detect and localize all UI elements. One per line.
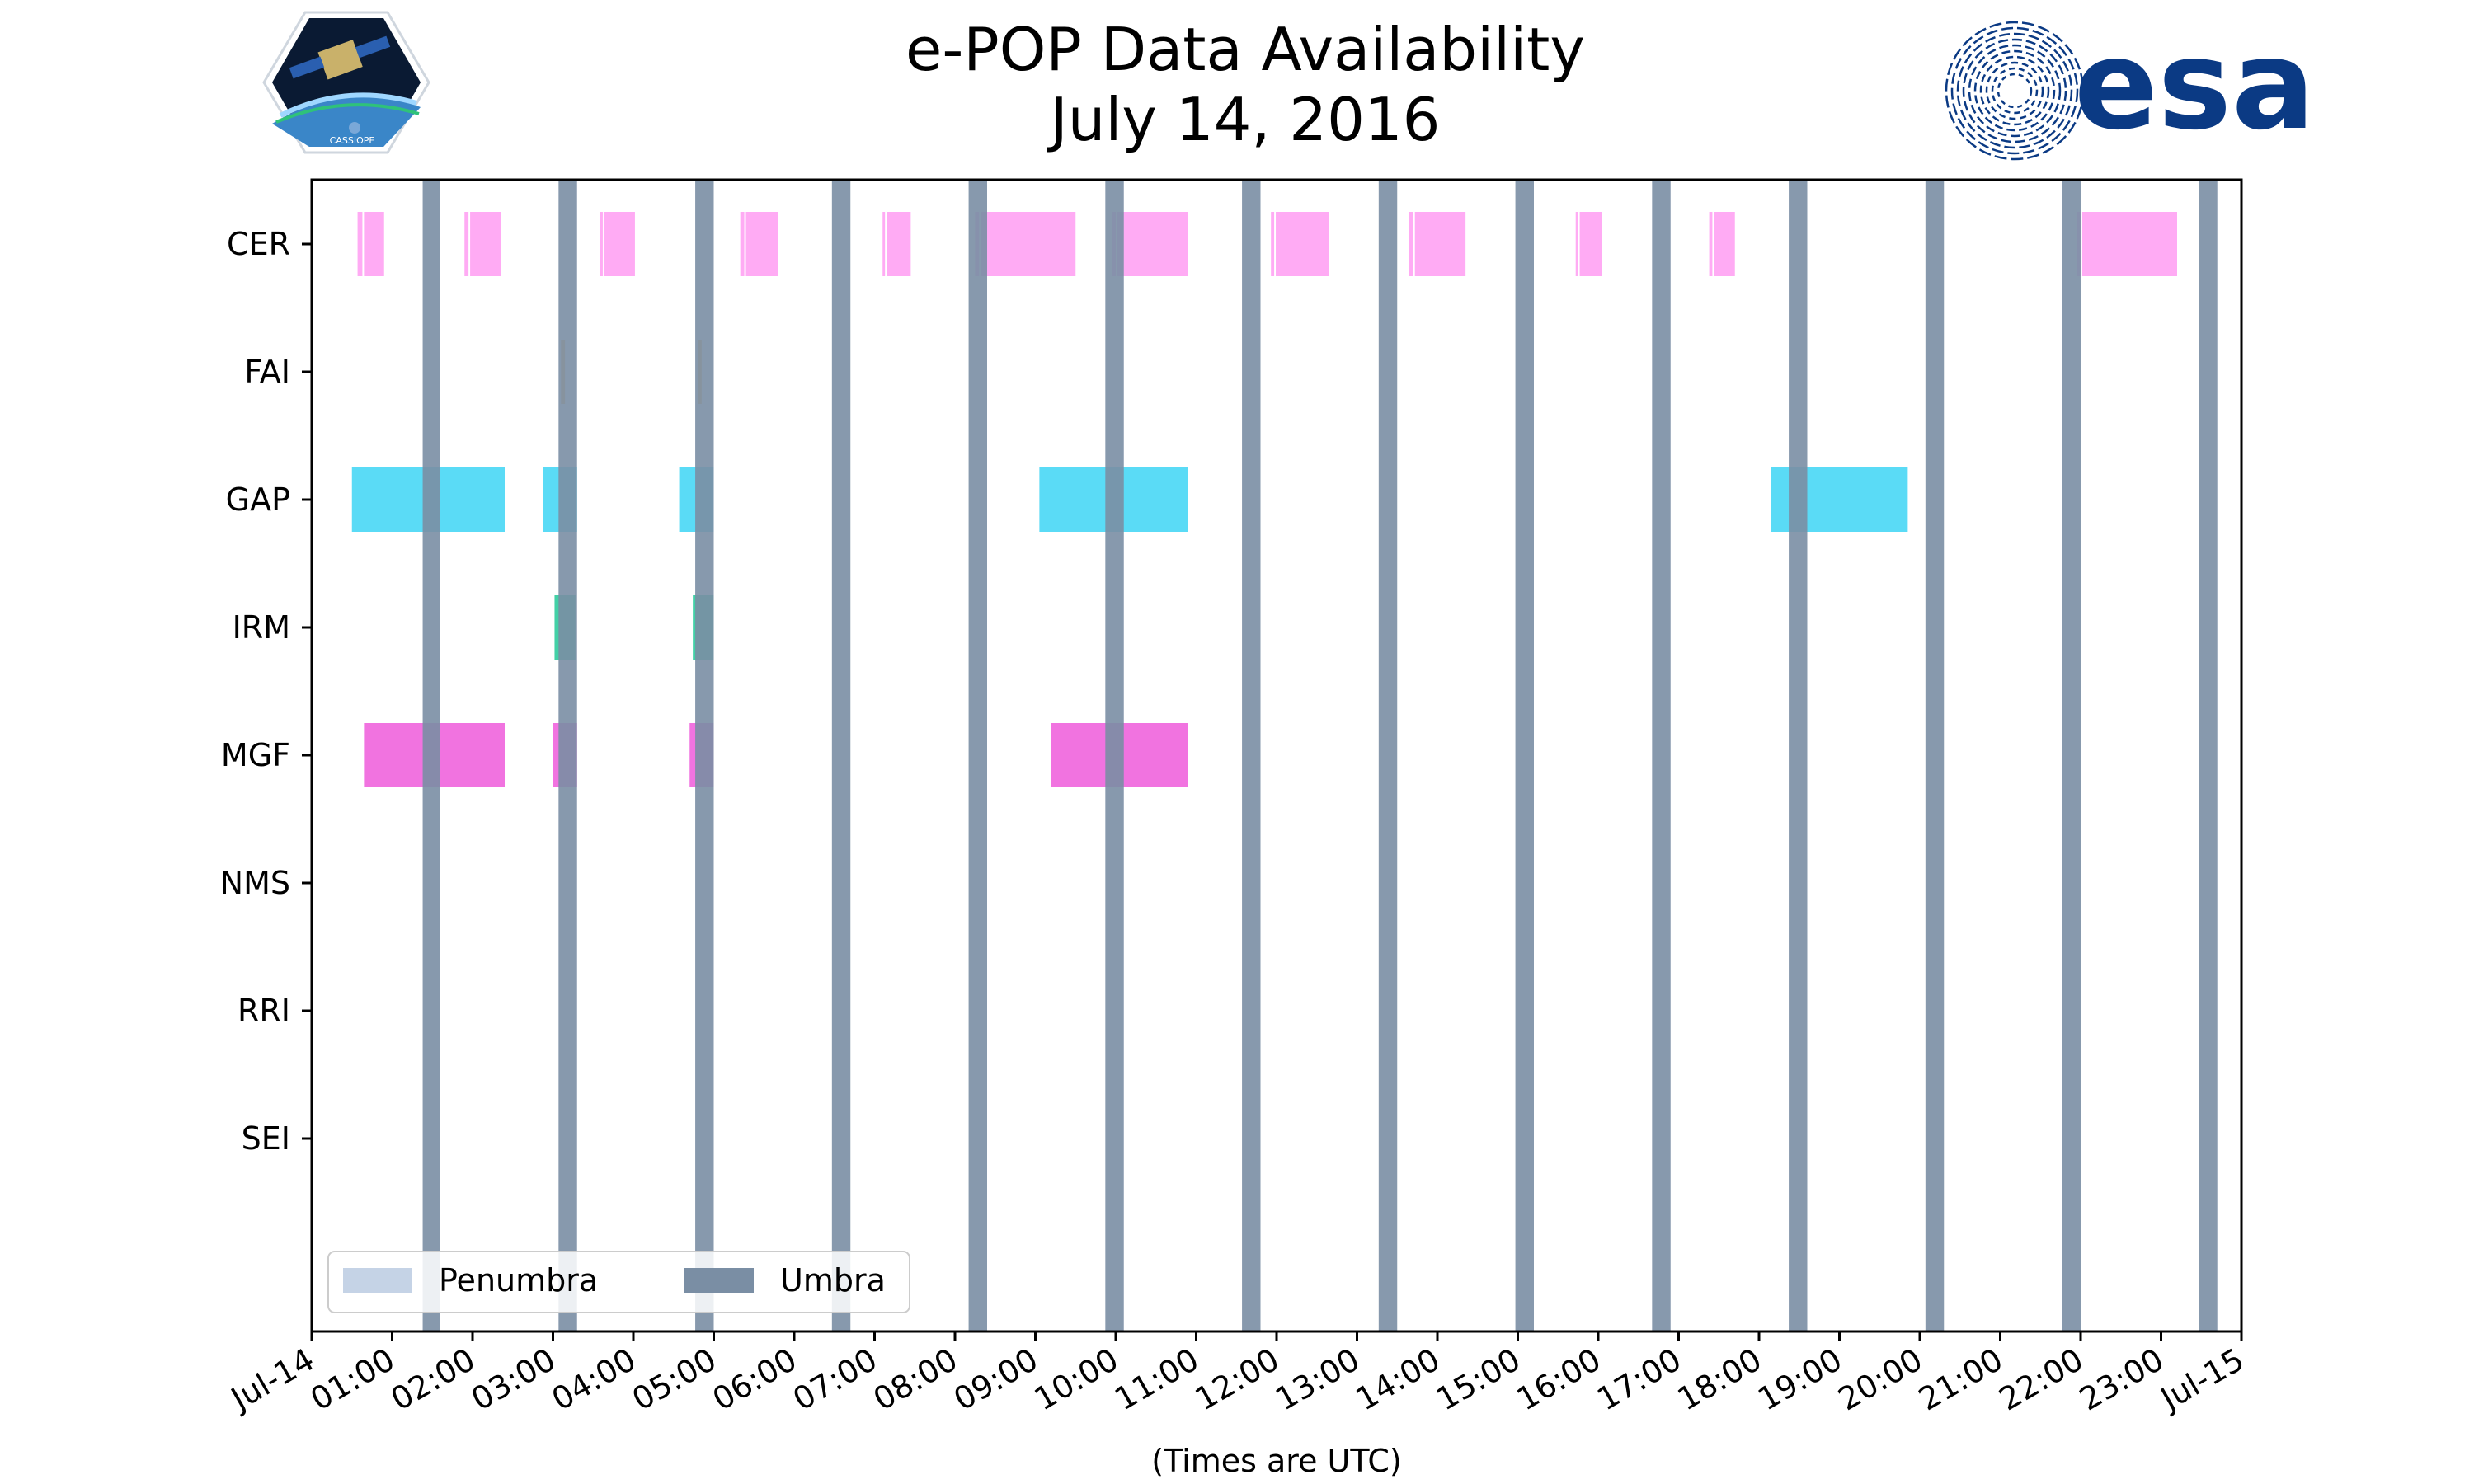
y-tick-label-cer: CER: [227, 226, 290, 262]
x-tick-label-1: 01:00: [304, 1341, 401, 1418]
umbra-band-13: [2199, 180, 2218, 1331]
x-tick-label-14: 14:00: [1350, 1341, 1446, 1418]
y-tick-label-mgf: MGF: [221, 737, 290, 773]
legend-umbra-swatch: [684, 1268, 754, 1293]
x-tick-label-13: 13:00: [1269, 1341, 1366, 1418]
umbra-band-1: [558, 180, 577, 1331]
data-bar-cer-15: [1276, 212, 1329, 276]
legend-penumbra-swatch: [343, 1268, 412, 1293]
x-tick-label-12: 12:00: [1189, 1341, 1286, 1418]
data-bar-cer-13: [1117, 212, 1188, 276]
esa-ring: [1950, 26, 2079, 155]
data-bar-cer-5: [603, 212, 635, 276]
esa-ring: [1973, 49, 2056, 132]
esa-ring: [1968, 44, 2062, 138]
legend-penumbra-label: Penumbra: [439, 1262, 598, 1298]
data-bar-cer-23: [2081, 212, 2177, 276]
x-tick-label-20: 20:00: [1832, 1341, 1929, 1418]
y-tick-label-sei: SEI: [242, 1120, 290, 1157]
umbra-band-12: [2062, 180, 2081, 1331]
y-tick-label-irm: IRM: [233, 609, 290, 646]
umbra-band-4: [968, 180, 987, 1331]
chart-subtitle: July 14, 2016: [1047, 85, 1441, 154]
umbra-band-9: [1652, 180, 1671, 1331]
x-tick-label-4: 04:00: [546, 1341, 642, 1418]
data-bar-cer-21: [1714, 212, 1735, 276]
esa-ring: [1979, 55, 2050, 126]
umbra-band-7: [1378, 180, 1398, 1331]
data-bar-cer-8: [882, 212, 886, 276]
data-bar-cer-19: [1579, 212, 1602, 276]
x-tick-label-8: 08:00: [868, 1341, 964, 1418]
data-bar-cer-1: [364, 212, 384, 276]
esa-wordmark: esa: [2074, 14, 2315, 157]
data-bar-cer-7: [745, 212, 778, 276]
data-bar-cer-0: [357, 212, 363, 276]
x-tick-label-21: 21:00: [1912, 1341, 2009, 1418]
data-bar-cer-9: [887, 212, 911, 276]
x-tick-label-10: 10:00: [1028, 1341, 1125, 1418]
data-bar-cer-17: [1414, 212, 1466, 276]
x-tick-label-19: 19:00: [1752, 1341, 1848, 1418]
x-tick-label-15: 15:00: [1430, 1341, 1526, 1418]
chart-title: e-POP Data Availability: [905, 15, 1585, 84]
data-bar-cer-3: [470, 212, 501, 276]
data-bar-cer-14: [1271, 212, 1275, 276]
data-bar-cer-18: [1575, 212, 1578, 276]
esa-ring: [1956, 32, 2073, 149]
x-tick-label-7: 07:00: [787, 1341, 883, 1418]
esa-ring: [1997, 73, 2033, 109]
data-bar-cer-4: [600, 212, 603, 276]
x-tick-label-23: 23:00: [2073, 1341, 2170, 1418]
x-tick-label-2: 02:00: [385, 1341, 482, 1418]
umbra-band-0: [422, 180, 440, 1331]
legend-umbra-label: Umbra: [780, 1262, 886, 1298]
x-tick-label-0: Jul-14: [223, 1341, 320, 1418]
x-tick-label-6: 06:00: [707, 1341, 803, 1418]
x-axis-label: (Times are UTC): [1151, 1443, 1401, 1479]
logo-caption: CASSIOPE: [330, 135, 375, 146]
y-tick-label-gap: GAP: [226, 481, 290, 518]
umbra-band-3: [831, 180, 851, 1331]
legend: Penumbra Umbra: [327, 1251, 910, 1313]
x-tick-label-11: 11:00: [1108, 1341, 1205, 1418]
esa-ring: [1985, 61, 2044, 120]
data-bar-cer-6: [740, 212, 745, 276]
umbra-band-8: [1515, 180, 1534, 1331]
y-tick-label-fai: FAI: [244, 354, 290, 390]
umbra-band-11: [1925, 180, 1945, 1331]
y-tick-label-nms: NMS: [220, 865, 290, 901]
x-tick-label-17: 17:00: [1591, 1341, 1687, 1418]
plot-frame: [312, 180, 2241, 1331]
x-tick-label-3: 03:00: [465, 1341, 562, 1418]
x-tick-label-16: 16:00: [1511, 1341, 1607, 1418]
data-bar-cer-2: [464, 212, 469, 276]
x-tick-label-9: 09:00: [948, 1341, 1044, 1418]
data-bar-cer-16: [1409, 212, 1413, 276]
x-tick-label-5: 05:00: [626, 1341, 722, 1418]
x-tick-label-24: Jul-15: [2153, 1341, 2250, 1418]
data-bar-cer-11: [981, 212, 1076, 276]
cassiope-mission-logo: CASSIOPE: [262, 11, 430, 154]
esa-ring: [1945, 21, 2085, 161]
data-bar-cer-20: [1709, 212, 1713, 276]
plot-area: CER FAI GAP IRM MGF NMS RRI SEI Jul-1401:0002:0…: [220, 178, 2251, 1418]
esa-ring: [1962, 38, 2067, 143]
umbra-band-5: [1105, 180, 1124, 1331]
umbra-band-10: [1789, 180, 1808, 1331]
x-tick-label-18: 18:00: [1672, 1341, 1768, 1418]
esa-ring: [1991, 67, 2039, 115]
umbra-band-2: [695, 180, 714, 1331]
esa-logo: esa: [1945, 14, 2315, 161]
umbra-band-6: [1242, 180, 1261, 1331]
x-tick-label-22: 22:00: [1993, 1341, 2090, 1418]
y-tick-label-rri: RRI: [238, 993, 290, 1029]
